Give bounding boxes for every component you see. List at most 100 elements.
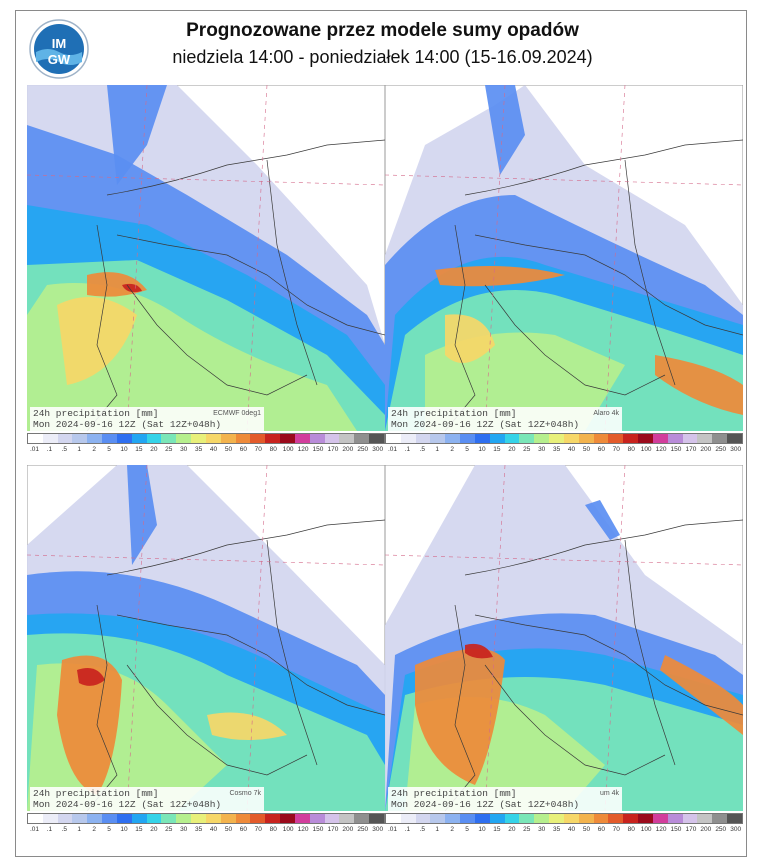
legend-tick-label: 120 <box>297 446 309 453</box>
legend-swatch <box>400 814 416 823</box>
caption-model: Alaro 4k <box>593 410 619 417</box>
legend-swatch <box>727 814 742 823</box>
legend-tick-label: 80 <box>269 446 277 453</box>
legend-tick-label: 15 <box>135 446 143 453</box>
legend-swatch <box>146 814 162 823</box>
legend-tick-label: 5 <box>465 826 469 833</box>
legend-tick-label: 1 <box>435 826 440 833</box>
legend-tick-label: 20 <box>150 446 158 453</box>
country-border <box>624 539 676 766</box>
legend-swatch <box>400 434 416 443</box>
precipitation-map <box>27 85 385 431</box>
caption-valid-time: Mon 2024-09-16 12Z (Sat 12Z+048h) <box>33 419 222 430</box>
legend-swatch <box>72 434 88 443</box>
legend-tick-label: 250 <box>357 446 369 453</box>
legend-tick-label: 250 <box>715 826 727 833</box>
legend-tick-label: 50 <box>224 826 233 833</box>
country-border <box>474 234 743 336</box>
precipitation-area <box>122 283 142 293</box>
legend-swatch <box>205 434 221 443</box>
country-border <box>126 284 308 396</box>
legend-tick-label: 200 <box>342 446 354 453</box>
legend-tick-label: 30 <box>180 826 188 833</box>
legend-tick-label: 60 <box>239 446 247 453</box>
caption-valid-time: Mon 2024-09-16 12Z (Sat 12Z+048h) <box>391 799 580 810</box>
legend-tick-label: 35 <box>194 826 203 833</box>
legend-swatch <box>176 434 192 443</box>
legend-swatch <box>280 814 295 823</box>
legend-tick-label: 5 <box>107 446 111 453</box>
legend-tick-label: 150 <box>670 446 682 453</box>
legend-swatch <box>235 814 251 823</box>
legend-tick-label: 10 <box>120 826 128 833</box>
legend-swatch <box>131 814 147 823</box>
legend-swatch <box>608 434 624 443</box>
legend-swatch <box>638 814 653 823</box>
legend-tick-label: .01 <box>387 826 397 833</box>
country-border <box>484 284 666 396</box>
legend-tick-label: 2 <box>450 446 454 453</box>
legend-swatch <box>161 434 177 443</box>
legend-tick-label: 35 <box>194 446 203 453</box>
country-border <box>106 519 385 576</box>
legend-swatch <box>57 434 73 443</box>
grid-line <box>246 465 268 811</box>
legend-tick-label: 250 <box>715 446 727 453</box>
legend-tick-label: 200 <box>342 826 354 833</box>
legend-swatch <box>445 434 461 443</box>
legend-swatch <box>102 434 117 443</box>
legend-swatch <box>712 434 728 443</box>
country-border <box>266 159 318 386</box>
legend-swatch <box>309 434 325 443</box>
legend-swatch <box>504 814 520 823</box>
legend-swatch <box>667 814 683 823</box>
country-border <box>464 139 743 196</box>
precipitation-area <box>207 712 287 740</box>
grid-line <box>126 465 148 811</box>
caption-variable: 24h precipitation [mm] <box>391 408 517 419</box>
grid-line <box>126 85 148 431</box>
legend-swatch <box>87 434 103 443</box>
legend-swatch <box>324 434 340 443</box>
map-caption: 24h precipitation [mm] Cosmo 7k Mon 2024-0… <box>30 787 264 811</box>
legend-tick-label: 170 <box>327 446 339 453</box>
legend-swatch <box>578 814 594 823</box>
legend-swatch <box>489 814 505 823</box>
legend-tick-label: .01 <box>29 446 39 453</box>
legend-tick-label: 100 <box>640 826 652 833</box>
legend-swatch <box>460 814 475 823</box>
legend-tick-label: .5 <box>419 446 426 453</box>
legend-tick-label: .5 <box>419 826 426 833</box>
legend-tick-label: 40 <box>209 446 218 453</box>
legend-swatch <box>682 814 698 823</box>
page-subtitle: niedziela 14:00 - poniedziałek 14:00 (15… <box>172 47 593 67</box>
legend-tick-label: .1 <box>404 826 411 833</box>
precipitation-area <box>485 85 525 175</box>
legend-tick-label: 70 <box>612 826 620 833</box>
legend-tick-label: 35 <box>552 446 561 453</box>
legend-swatch <box>250 814 266 823</box>
country-border <box>116 234 385 336</box>
legend-swatch <box>116 434 132 443</box>
caption-variable: 24h precipitation [mm] <box>33 408 159 419</box>
precipitation-area <box>57 655 122 795</box>
legend-swatch <box>220 434 236 443</box>
caption-variable: 24h precipitation [mm] <box>391 788 517 799</box>
legend-tick-label: 25 <box>165 446 173 453</box>
country-border <box>464 519 743 576</box>
legend-swatch <box>667 434 683 443</box>
legend-swatch <box>161 814 177 823</box>
legend-tick-label: 50 <box>582 826 591 833</box>
legend-tick-label: 1 <box>77 826 82 833</box>
legend-tick-label: 80 <box>269 826 277 833</box>
grid-line <box>484 85 506 431</box>
legend-tick-label: 2 <box>92 826 96 833</box>
grid-line <box>27 554 385 566</box>
legend-tick-label: 35 <box>552 826 561 833</box>
legend-tick-label: 15 <box>135 826 143 833</box>
legend-tick-label: 150 <box>312 826 324 833</box>
legend-tick-label: 70 <box>254 446 262 453</box>
legend-tick-label: 150 <box>670 826 682 833</box>
legend-tick-label: 30 <box>180 446 188 453</box>
precipitation-map <box>27 465 385 811</box>
